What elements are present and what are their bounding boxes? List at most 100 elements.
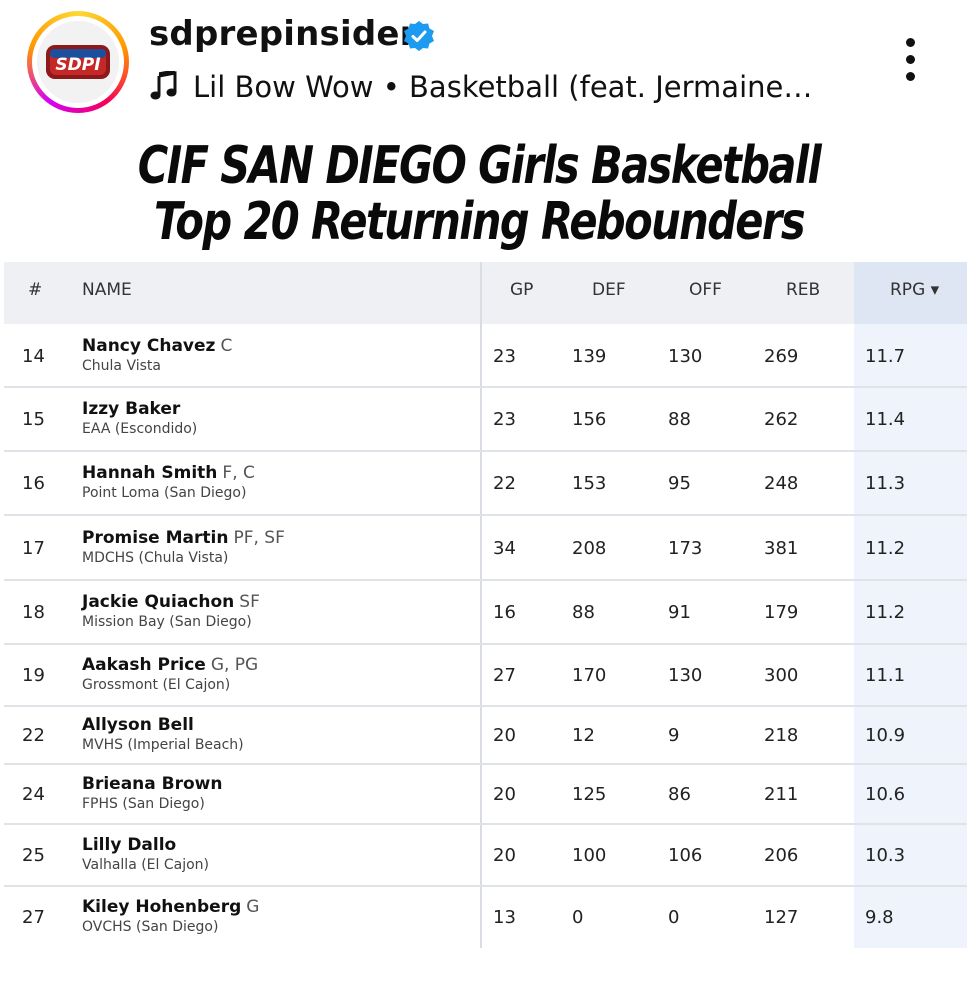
player-position: SF <box>239 592 260 612</box>
cell-def: 156 <box>572 409 607 430</box>
table-row[interactable]: 25 20 100 106 206 10.3 Lilly Dallo Valhalla (El… <box>4 824 967 887</box>
table-row[interactable]: 24 20 125 86 211 10.6 Brieana Brown FPHS (San D… <box>4 764 967 825</box>
cell-reb: 179 <box>764 602 799 623</box>
player-school: MDCHS (Chula Vista) <box>82 549 229 566</box>
player-name: Promise Martin <box>82 527 229 548</box>
cell-rpg: 10.9 <box>865 725 906 746</box>
player-school: Point Loma (San Diego) <box>82 485 247 501</box>
cell-rank: 19 <box>22 665 45 686</box>
player-name-cell[interactable]: Lilly Dallo <box>82 835 176 855</box>
table-row[interactable]: 16 22 153 95 248 11.3 Hannah Smith F, C Point Lo… <box>4 451 967 516</box>
player-name-cell[interactable]: Izzy Baker <box>82 399 180 419</box>
player-school: MVHS (Imperial Beach) <box>82 737 244 753</box>
cell-reb: 269 <box>764 345 799 367</box>
cell-reb: 262 <box>764 409 799 430</box>
player-school: FPHS (San Diego) <box>82 796 205 812</box>
cell-rpg: 11.4 <box>865 409 906 430</box>
player-school: Valhalla (El Cajon) <box>82 857 210 873</box>
more-vertical-icon[interactable] <box>896 38 924 86</box>
cell-rank: 17 <box>22 537 45 559</box>
cell-rank: 14 <box>22 345 45 367</box>
cell-rpg: 10.6 <box>865 784 906 805</box>
row-divider <box>4 386 967 388</box>
audio-track[interactable]: Lil Bow Wow • Basketball (feat. Jermaine… <box>149 70 812 104</box>
row-divider <box>4 450 967 452</box>
cell-rank: 18 <box>22 602 45 623</box>
cell-gp: 16 <box>493 602 516 623</box>
player-school: EAA (Escondido) <box>82 421 198 437</box>
player-name-cell[interactable]: Nancy Chavez C <box>82 336 232 356</box>
cell-rank: 16 <box>22 473 45 494</box>
cell-def: 100 <box>572 845 607 866</box>
cell-gp: 34 <box>493 537 516 559</box>
column-divider <box>480 262 482 948</box>
cell-rpg: 11.7 <box>865 345 906 367</box>
cell-off: 91 <box>668 602 691 623</box>
player-name-cell[interactable]: Jackie Quiachon SF <box>82 592 260 612</box>
header-rank[interactable]: # <box>28 280 43 300</box>
row-divider <box>4 885 967 887</box>
player-position: G <box>246 897 260 917</box>
player-name-cell[interactable]: Aakash Price G, PG <box>82 655 258 675</box>
player-position: G, PG <box>210 655 259 675</box>
cell-rpg: 11.2 <box>865 537 906 559</box>
table-row[interactable]: 22 20 12 9 218 10.9 Allyson Bell MVHS (Imperial… <box>4 706 967 765</box>
cell-def: 12 <box>572 725 595 746</box>
cell-off: 130 <box>668 665 703 686</box>
cell-gp: 20 <box>493 725 516 746</box>
cell-off: 95 <box>668 473 691 494</box>
header-off[interactable]: OFF <box>689 280 722 300</box>
table-row[interactable]: 17 34 208 173 381 11.2 Promise Martin PF, SF MDC… <box>4 515 967 581</box>
header-reb[interactable]: REB <box>786 280 821 300</box>
player-name: Hannah Smith <box>82 463 218 483</box>
cell-rank: 22 <box>22 725 45 746</box>
player-name-cell[interactable]: Allyson Bell <box>82 715 194 735</box>
audio-track-label: Lil Bow Wow • Basketball (feat. Jermaine… <box>193 70 813 104</box>
cell-def: 125 <box>572 784 607 805</box>
player-name-cell[interactable]: Hannah Smith F, C <box>82 463 255 483</box>
rebounders-table: # NAME GP DEF OFF REB RPG ▾ 14 23 139 130 26… <box>4 262 967 948</box>
player-name: Nancy Chavez <box>82 335 216 356</box>
table-row[interactable]: 19 27 170 130 300 11.1 Aakash Price G, PG Grossm… <box>4 644 967 707</box>
header-def[interactable]: DEF <box>592 280 626 300</box>
cell-reb: 127 <box>764 907 799 928</box>
player-position: C <box>220 335 233 356</box>
story-ring[interactable]: SDPI <box>27 11 129 113</box>
header-rpg[interactable]: RPG ▾ <box>890 280 940 300</box>
cell-gp: 13 <box>493 907 516 928</box>
player-position: F, C <box>222 463 255 483</box>
cell-rank: 15 <box>22 409 45 430</box>
cell-gp: 23 <box>493 409 516 430</box>
header-gp[interactable]: GP <box>510 280 534 300</box>
player-name: Allyson Bell <box>82 715 194 735</box>
cell-def: 0 <box>572 907 584 928</box>
cell-off: 130 <box>668 345 703 367</box>
cell-reb: 381 <box>764 537 799 559</box>
player-name-cell[interactable]: Brieana Brown <box>82 774 223 794</box>
cell-rank: 27 <box>22 907 45 928</box>
cell-rpg: 11.2 <box>865 602 906 623</box>
player-name: Brieana Brown <box>82 774 223 794</box>
player-name-cell[interactable]: Kiley Hohenberg G <box>82 897 259 917</box>
cell-def: 153 <box>572 473 607 494</box>
cell-off: 0 <box>668 907 680 928</box>
cell-reb: 248 <box>764 473 799 494</box>
header-name[interactable]: NAME <box>82 280 132 300</box>
cell-reb: 218 <box>764 725 799 746</box>
player-school: Mission Bay (San Diego) <box>82 614 252 630</box>
row-divider <box>4 763 967 765</box>
table-row[interactable]: 15 23 156 88 262 11.4 Izzy Baker EAA (Escondido… <box>4 387 967 452</box>
cell-reb: 206 <box>764 845 799 866</box>
cell-def: 139 <box>572 345 607 367</box>
cell-gp: 20 <box>493 784 516 805</box>
player-name-cell[interactable]: Promise Martin PF, SF <box>82 528 285 548</box>
avatar[interactable]: SDPI <box>37 21 119 103</box>
table-row[interactable]: 18 16 88 91 179 11.2 Jackie Quiachon SF Mission … <box>4 580 967 645</box>
table-row[interactable]: 14 23 139 130 269 11.7 Nancy Chavez C Chula Vist… <box>4 324 967 388</box>
graphic-title: CIF SAN DIEGO Girls Basketball Top 20 Re… <box>0 138 958 250</box>
username[interactable]: sdprepinsider <box>149 14 417 54</box>
cell-rank: 24 <box>22 784 45 805</box>
row-divider <box>4 579 967 581</box>
post-header: SDPI sdprepinsider Lil Bow Wow • Basketb… <box>0 0 968 118</box>
table-row[interactable]: 27 13 0 0 127 9.8 Kiley Hohenberg G OVCHS (San D… <box>4 886 967 948</box>
